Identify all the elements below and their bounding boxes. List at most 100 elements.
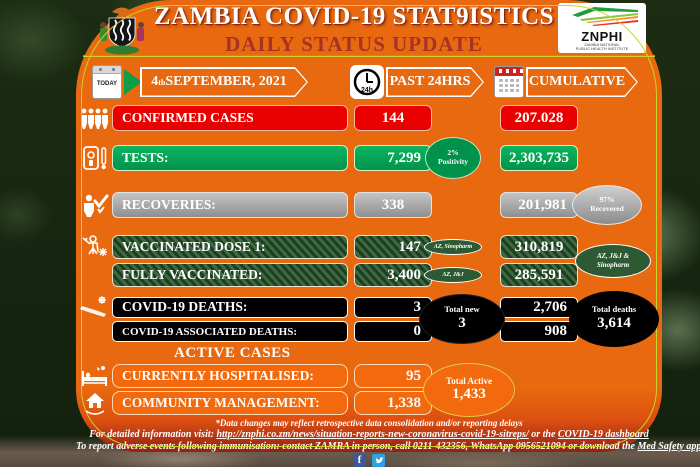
recoveries-label: RECOVERIES:	[112, 192, 348, 218]
znphi-logo: ZNPHI ZAMBIA NATIONAL PUBLIC HEALTH INST…	[558, 3, 646, 53]
recovered-percent-badge: 97% Recovered	[572, 185, 642, 225]
coffin-icon	[80, 296, 106, 317]
page-subtitle: DAILY STATUS UPDATE	[225, 32, 483, 56]
fully-vaccinated-cumulative-value: 285,591	[500, 263, 578, 287]
cum-brands-line2: Sinopharm	[596, 260, 630, 269]
info-or: or the	[528, 429, 558, 440]
past-24hrs-label: PAST 24HRS	[389, 74, 471, 89]
calendar-cumulative-icon	[494, 66, 524, 98]
home-care-icon	[85, 393, 105, 415]
total-deaths-value: 3,614	[597, 315, 631, 332]
total-deaths-badge: Total deaths 3,614	[569, 291, 659, 347]
total-active-label: Total Active	[446, 375, 492, 386]
past-24hrs-banner: PAST 24HRS	[386, 67, 484, 97]
header: ZAMBIA COVID-19 STAT9ISTICS DAILY STATUS…	[76, 0, 662, 56]
recoveries-cumulative-value: 201,981	[500, 192, 578, 218]
recovered-word: Recovered	[590, 204, 624, 213]
row-associated-deaths: COVID-19 ASSOCIATED DEATHS: 0 908	[78, 321, 662, 342]
positivity-badge: 2% Positivity	[425, 137, 481, 179]
tests-24h-value: 7,299	[354, 145, 432, 171]
adverse-events-line: To report adverse events following immun…	[76, 441, 700, 452]
vaccinated-dose1-24h-value: 147	[354, 235, 432, 259]
row-covid-deaths: COVID-19 DEATHS: 3 2,706	[78, 296, 662, 318]
test-kit-icon	[83, 146, 107, 170]
znphi-logo-subtext-2: PUBLIC HEALTH INSTITUTE	[575, 46, 629, 51]
row-confirmed-cases: CONFIRMED CASES 144 207.028	[78, 105, 662, 131]
community-label: COMMUNITY MANAGEMENT:	[112, 391, 348, 415]
today-label: TODAY	[96, 81, 118, 87]
active-cases-group: CURRENTLY HOSPITALISED: 95 COMMUNITY MAN…	[78, 362, 662, 417]
recovered-percent: 97%	[599, 195, 615, 205]
fully-vaccinated-label: FULLY VACCINATED:	[112, 263, 348, 287]
active-cases-heading: ACTIVE CASES	[174, 345, 291, 361]
row-recoveries: RECOVERIES: 338 201,981 97% Recovered	[78, 185, 662, 225]
row-vaccinated-dose1: VACCINATED DOSE 1: 147 AZ, Sinopharm 310…	[78, 234, 662, 260]
tests-label: TESTS:	[112, 145, 348, 171]
associated-deaths-cumulative-value: 908	[500, 321, 578, 342]
covid-dashboard-link[interactable]: COVID-19 dashboard	[557, 429, 649, 440]
date-day: 4	[151, 74, 159, 89]
adverse-prefix: To report adverse events following immun…	[76, 441, 638, 452]
stats-table: CONFIRMED CASES 144 207.028 TESTS: 7,299…	[76, 105, 662, 417]
hospital-bed-icon	[82, 366, 107, 386]
footer: *Data changes may reflect retrospective …	[76, 418, 700, 467]
total-new-deaths-badge: Total new 3	[419, 294, 505, 344]
cumulative-vaccine-brands-badge: AZ, J&J & Sinopharm	[575, 243, 651, 278]
znphi-logo-subtext-1: ZAMBIA NATIONAL	[584, 42, 620, 47]
info-prefix: For detailed information visit:	[89, 429, 217, 440]
tests-cumulative-value: 2,303,735	[500, 145, 578, 171]
date-ordinal: th	[158, 77, 166, 87]
twitter-icon[interactable]	[372, 454, 385, 467]
vaccination-syringe-person-icon	[82, 235, 107, 256]
znphi-logo-icon	[572, 7, 638, 26]
community-24h-value: 1,338	[354, 391, 432, 415]
total-active-badge: Total Active 1,433	[423, 362, 515, 417]
total-deaths-label: Total deaths	[591, 304, 637, 315]
zambia-coat-of-arms-icon	[100, 7, 144, 55]
recoveries-24h-value: 338	[354, 192, 432, 218]
deaths-group: COVID-19 DEATHS: 3 2,706 COVID-19 ASSOCI…	[78, 291, 662, 347]
vaccination-group: VACCINATED DOSE 1: 147 AZ, Sinopharm 310…	[78, 234, 662, 287]
green-arrow-icon	[124, 69, 142, 95]
total-active-value: 1,433	[452, 386, 486, 403]
dose1-vaccine-brands-badge: AZ, Sinopharm	[424, 239, 482, 255]
row-hospitalised: CURRENTLY HOSPITALISED: 95	[78, 364, 662, 388]
clock-24h-icon: 24h	[350, 65, 384, 99]
cum-brands-line1: AZ, J&J &	[596, 252, 630, 261]
vaccinated-dose1-cumulative-value: 310,819	[500, 235, 578, 259]
page-title: ZAMBIA COVID-19 STAT9ISTICS	[153, 3, 555, 30]
social-icons: f	[76, 454, 662, 467]
total-new-label: Total new	[444, 304, 480, 315]
facebook-icon[interactable]: f	[353, 454, 366, 467]
row-fully-vaccinated: FULLY VACCINATED: 3,400 AZ, J&J 285,591	[78, 263, 662, 287]
data-disclaimer: *Data changes may reflect retrospective …	[215, 418, 523, 428]
recovered-person-check-icon	[84, 194, 109, 217]
vaccinated-dose1-label: VACCINATED DOSE 1:	[112, 235, 348, 259]
covid-deaths-cumulative-value: 2,706	[500, 296, 578, 318]
fully-vaccinated-brands-badge: AZ, J&J	[424, 267, 482, 283]
info-line: For detailed information visit: http://z…	[76, 429, 662, 440]
header-divider	[83, 55, 655, 57]
cumulative-banner: CUMULATIVE	[526, 67, 638, 97]
covid-deaths-label: COVID-19 DEATHS:	[112, 296, 348, 318]
date-month-year: SEPTEMBER, 2021	[165, 74, 287, 89]
fully-vaccinated-24h-value: 3,400	[354, 263, 432, 287]
associated-deaths-label: COVID-19 ASSOCIATED DEATHS:	[112, 321, 348, 342]
sitreps-url-link[interactable]: http://znphi.co.zm/news/situation-report…	[216, 429, 529, 440]
cumulative-label: CUMULATIVE	[528, 74, 626, 89]
znphi-logo-name: ZNPHI	[581, 29, 623, 44]
confirmed-cases-label: CONFIRMED CASES	[112, 105, 348, 131]
positivity-percent: 2%	[447, 148, 459, 158]
status-card: ZAMBIA COVID-19 STAT9ISTICS DAILY STATUS…	[76, 0, 700, 467]
people-crowd-icon	[81, 108, 108, 129]
row-tests: TESTS: 7,299 2% Positivity 2,303,735	[78, 137, 662, 179]
med-safety-app-link[interactable]: Med Safety app	[637, 441, 700, 452]
confirmed-cases-cumulative-value: 207.028	[500, 105, 578, 131]
positivity-word: Positivity	[438, 157, 468, 166]
total-new-value: 3	[458, 315, 466, 332]
hospitalised-label: CURRENTLY HOSPITALISED:	[112, 364, 348, 388]
hospitalised-24h-value: 95	[354, 364, 432, 388]
confirmed-cases-24h-value: 144	[354, 105, 432, 131]
